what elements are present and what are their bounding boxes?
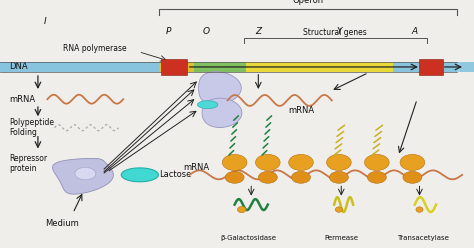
- Text: Repressor
protein: Repressor protein: [9, 154, 47, 173]
- Bar: [161, 68, 204, 72]
- Ellipse shape: [292, 171, 310, 183]
- Text: Polypeptide
Folding: Polypeptide Folding: [9, 118, 55, 137]
- Polygon shape: [121, 168, 158, 182]
- Polygon shape: [197, 101, 218, 109]
- Bar: [393, 63, 460, 66]
- Text: RNA polymerase: RNA polymerase: [63, 44, 127, 53]
- Polygon shape: [75, 167, 96, 180]
- Ellipse shape: [367, 171, 386, 183]
- Text: Medium: Medium: [45, 219, 79, 228]
- Text: Permease: Permease: [324, 235, 358, 241]
- Text: Y: Y: [336, 27, 342, 35]
- Ellipse shape: [416, 207, 423, 212]
- Ellipse shape: [403, 171, 422, 183]
- Ellipse shape: [327, 154, 351, 171]
- Bar: [204, 68, 261, 72]
- Text: A: A: [412, 27, 418, 35]
- Ellipse shape: [329, 171, 348, 183]
- Ellipse shape: [258, 171, 277, 183]
- Ellipse shape: [289, 154, 313, 171]
- Text: mRNA: mRNA: [9, 95, 36, 104]
- Ellipse shape: [225, 171, 244, 183]
- Text: mRNA: mRNA: [183, 163, 210, 172]
- Ellipse shape: [237, 206, 246, 213]
- Bar: [246, 62, 393, 72]
- Ellipse shape: [335, 207, 342, 212]
- Text: Structural genes: Structural genes: [303, 28, 367, 37]
- Text: mRNA: mRNA: [288, 106, 314, 115]
- Bar: [0, 68, 161, 72]
- Bar: [161, 59, 187, 75]
- Text: Transacetylase: Transacetylase: [397, 235, 449, 241]
- Bar: [0, 62, 159, 72]
- Text: Z: Z: [255, 27, 261, 35]
- Ellipse shape: [222, 154, 247, 171]
- Polygon shape: [199, 72, 241, 104]
- Bar: [393, 62, 457, 72]
- Bar: [419, 59, 443, 75]
- Polygon shape: [53, 158, 113, 194]
- Text: P: P: [165, 27, 171, 35]
- Bar: [161, 63, 204, 66]
- Ellipse shape: [365, 154, 389, 171]
- Bar: [0, 62, 474, 72]
- Polygon shape: [202, 98, 242, 127]
- Text: O: O: [202, 27, 210, 35]
- Text: Operon: Operon: [292, 0, 324, 5]
- Bar: [194, 62, 246, 72]
- Ellipse shape: [255, 154, 280, 171]
- Bar: [204, 63, 261, 66]
- Bar: [261, 63, 393, 66]
- Bar: [159, 62, 194, 72]
- Bar: [261, 68, 393, 72]
- Bar: [393, 68, 460, 72]
- Text: I: I: [44, 17, 46, 26]
- Text: DNA: DNA: [9, 62, 28, 71]
- Ellipse shape: [400, 154, 425, 171]
- Text: Lactose: Lactose: [159, 170, 191, 179]
- Text: β-Galactosidase: β-Galactosidase: [221, 235, 277, 241]
- Bar: [0, 63, 161, 66]
